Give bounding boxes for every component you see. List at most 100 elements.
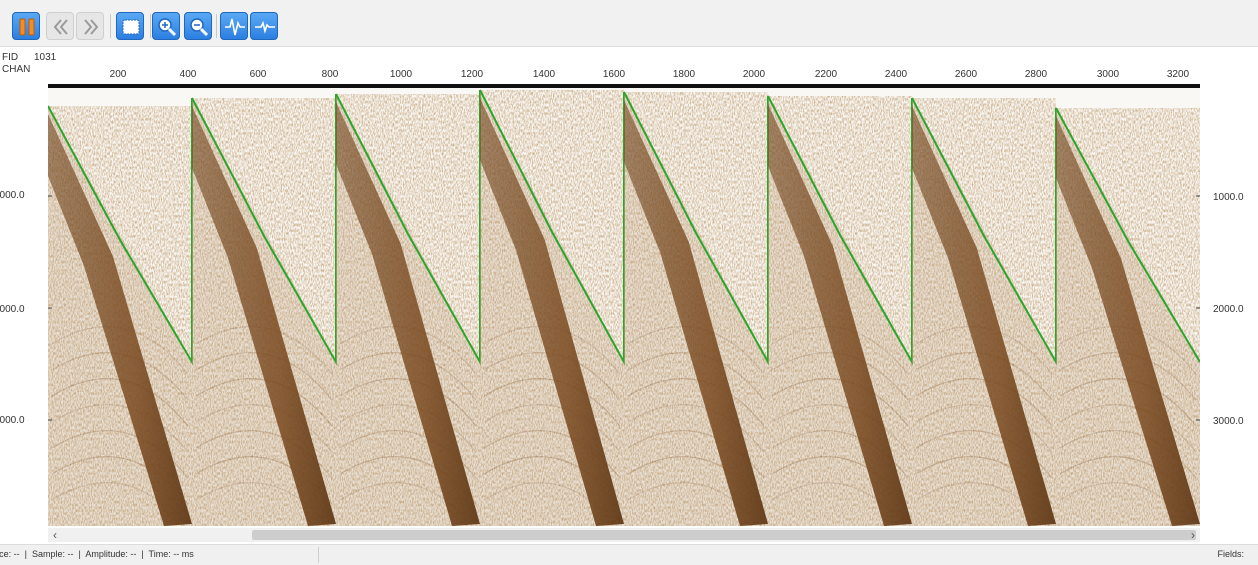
reflection-arc <box>51 482 186 526</box>
pause-button[interactable] <box>12 12 40 40</box>
reflection-arc <box>339 430 477 479</box>
y-tick-left: 2000.0 <box>0 304 25 315</box>
reflection-arc <box>771 430 909 479</box>
reflection-arc <box>915 404 1053 453</box>
reflection-arc <box>483 430 621 479</box>
gain-down-icon <box>255 20 275 34</box>
zoom-in-icon <box>158 18 177 37</box>
reflection-arc <box>339 482 474 526</box>
reflection-arc <box>1059 430 1197 479</box>
plot-top-border <box>48 84 1200 88</box>
x-tick: 1400 <box>532 69 556 80</box>
next-button[interactable] <box>76 12 104 40</box>
reflection-arc <box>51 430 189 479</box>
reflection-arc <box>915 326 1053 375</box>
y-tick-right: 3000.0 <box>1213 416 1244 427</box>
reflection-arc <box>339 404 477 453</box>
direct-wave-band <box>480 98 624 526</box>
status-divider <box>318 547 319 563</box>
x-tick: 3000 <box>1096 69 1120 80</box>
reflection-arc <box>1059 482 1194 526</box>
reflection-arc <box>627 326 765 375</box>
reflection-arc <box>771 326 909 375</box>
x-tick: 1000 <box>389 69 413 80</box>
horizontal-scrollbar[interactable]: ‹ › <box>48 528 1200 542</box>
reflection-arc <box>627 404 765 453</box>
zoom-out-button[interactable] <box>184 12 212 40</box>
fit-view-button[interactable] <box>116 12 144 40</box>
y-tick-left: 3000.0 <box>0 415 25 426</box>
double-chevron-right-icon <box>84 19 99 35</box>
shot-gather <box>479 89 625 526</box>
reflection-arc <box>195 378 333 427</box>
x-tick: 800 <box>321 69 339 80</box>
reflection-arc <box>771 482 906 526</box>
x-tick: 200 <box>109 69 127 80</box>
shot-gather <box>48 98 193 526</box>
shot-gather <box>191 94 337 526</box>
reflection-arc <box>195 430 333 479</box>
double-chevron-left-icon <box>53 19 68 35</box>
y-tick-right: 2000.0 <box>1213 304 1244 315</box>
direct-wave-band <box>48 114 192 526</box>
x-tick: 600 <box>249 69 267 80</box>
reflection-arc <box>915 430 1053 479</box>
reflection-arc <box>51 378 189 427</box>
reflection-arc <box>339 326 477 375</box>
seismic-plot[interactable] <box>48 84 1200 526</box>
fid-label: FID <box>2 52 19 63</box>
scroll-thumb[interactable] <box>252 530 1196 540</box>
x-tick: 1200 <box>460 69 484 80</box>
chan-label: CHAN <box>2 64 31 75</box>
reflection-arc <box>627 482 762 526</box>
reflection-arc <box>771 404 909 453</box>
reflection-arc <box>771 352 909 401</box>
reflection-arc <box>195 404 333 453</box>
reflection-arc <box>915 352 1053 401</box>
gain-up-button[interactable] <box>220 12 248 40</box>
x-tick: 2400 <box>884 69 908 80</box>
direct-wave-band <box>336 102 480 526</box>
reflection-arc <box>1059 404 1197 453</box>
gain-down-button[interactable] <box>250 12 278 40</box>
reflection-arc <box>915 482 1050 526</box>
status-bar: Trace: -- | Sample: -- | Amplitude: -- |… <box>0 544 1258 565</box>
reflection-arc <box>915 456 1053 505</box>
reflection-arc <box>51 326 189 375</box>
reflection-arc <box>1059 456 1197 505</box>
direct-wave-band <box>768 104 912 526</box>
shot-gather <box>623 91 769 526</box>
toolbar-separator <box>110 14 111 38</box>
previous-button[interactable] <box>46 12 74 40</box>
y-tick-right: 1000.0 <box>1213 192 1244 203</box>
reflection-arc <box>195 352 333 401</box>
toolbar <box>0 0 1258 47</box>
reflection-arc <box>771 378 909 427</box>
shot-gather <box>1055 107 1200 526</box>
pause-icon <box>19 18 35 36</box>
fid-value: 1031 <box>34 52 57 63</box>
scroll-right-arrow[interactable]: › <box>1191 528 1195 542</box>
reflection-arc <box>195 482 330 526</box>
reflection-arc <box>195 456 333 505</box>
gain-up-icon <box>225 18 245 36</box>
reflection-arc <box>51 456 189 505</box>
fields-label: Fields: <box>1217 549 1244 559</box>
zoom-in-button[interactable] <box>152 12 180 40</box>
reflection-arc <box>483 326 621 375</box>
x-tick: 1600 <box>602 69 626 80</box>
reflection-arc <box>483 404 621 453</box>
fit-view-icon <box>122 19 140 35</box>
reflection-arc <box>339 378 477 427</box>
direct-wave-band <box>912 106 1056 526</box>
reflection-arc <box>339 352 477 401</box>
first-break-pick-line[interactable] <box>1055 107 1200 363</box>
reflection-arc <box>771 456 909 505</box>
reflection-arc <box>51 352 189 401</box>
reflection-arc <box>51 404 189 453</box>
reflection-arc <box>1059 352 1197 401</box>
reflection-arc <box>627 378 765 427</box>
x-tick: 2200 <box>814 69 838 80</box>
reflection-arc <box>627 430 765 479</box>
scroll-left-arrow[interactable]: ‹ <box>53 528 57 542</box>
